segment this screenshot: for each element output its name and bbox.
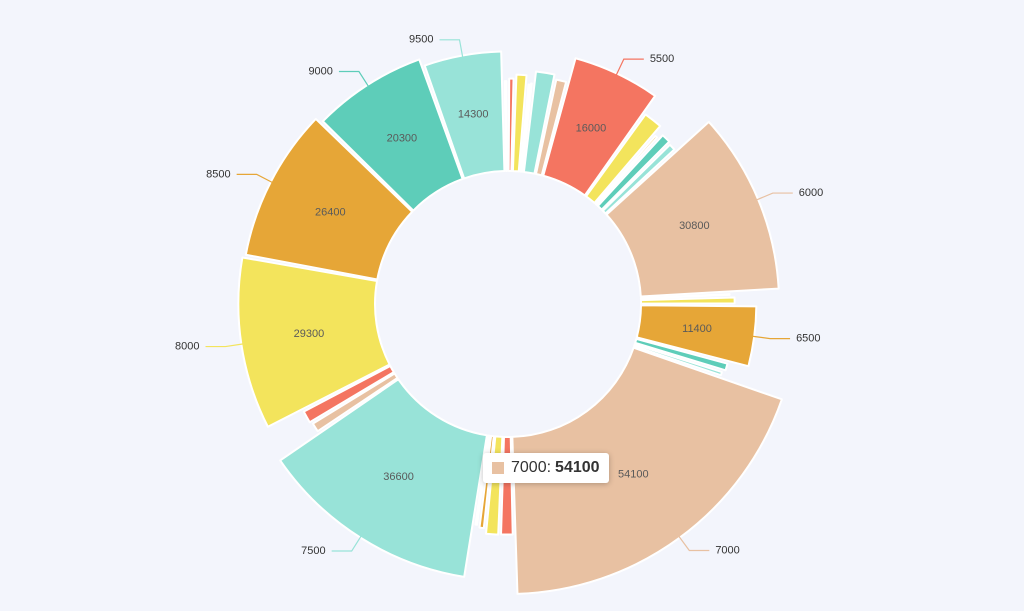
leader-label-15: 6500 bbox=[796, 333, 820, 345]
slice-24[interactable] bbox=[311, 372, 399, 433]
tooltip-swatch bbox=[492, 462, 504, 474]
leader-line-23 bbox=[331, 535, 362, 552]
slice-label-15: 11400 bbox=[682, 323, 712, 335]
leader-label-23: 7500 bbox=[301, 545, 325, 557]
slice-label-23: 36600 bbox=[383, 471, 414, 483]
slice-label-29: 14300 bbox=[458, 108, 489, 120]
slice-7[interactable] bbox=[542, 57, 657, 197]
leader-label-27: 8500 bbox=[206, 168, 230, 180]
leader-label-18: 7000 bbox=[715, 544, 739, 556]
slice-9[interactable] bbox=[594, 134, 659, 206]
leader-line-18 bbox=[678, 535, 710, 552]
slice-16[interactable] bbox=[634, 337, 729, 372]
slice-18[interactable] bbox=[511, 346, 783, 595]
slice-label-18: 54100 bbox=[618, 468, 649, 480]
slice-28[interactable] bbox=[321, 58, 464, 212]
leader-line-27 bbox=[236, 173, 273, 184]
tooltip-name: 7000 bbox=[511, 459, 547, 476]
slice-12[interactable] bbox=[605, 120, 780, 298]
slice-label-26: 29300 bbox=[294, 328, 325, 340]
slice-3[interactable] bbox=[519, 83, 531, 173]
slice-6[interactable] bbox=[534, 78, 568, 177]
slice-10[interactable] bbox=[596, 134, 671, 211]
slice-11[interactable] bbox=[601, 143, 676, 215]
slice-25[interactable] bbox=[302, 364, 395, 424]
slice-13[interactable] bbox=[639, 293, 731, 300]
leader-line-15 bbox=[752, 335, 791, 340]
slice-label-28: 20300 bbox=[387, 132, 418, 144]
slice-23[interactable] bbox=[279, 378, 488, 578]
slice-17[interactable] bbox=[633, 343, 723, 377]
leader-line-7 bbox=[615, 58, 644, 76]
slice-2[interactable] bbox=[511, 73, 528, 173]
tooltip-value: 54100 bbox=[555, 459, 600, 476]
slice-29[interactable] bbox=[423, 50, 506, 180]
slice-4[interactable] bbox=[520, 82, 533, 173]
slice-15[interactable] bbox=[635, 304, 758, 368]
leader-label-12: 6000 bbox=[799, 187, 823, 199]
slice-19[interactable] bbox=[500, 435, 514, 536]
slice-8[interactable] bbox=[585, 113, 662, 204]
leader-line-12 bbox=[755, 192, 793, 201]
leader-label-29: 9500 bbox=[409, 34, 433, 46]
slice-label-7: 16000 bbox=[576, 123, 607, 135]
slice-label-12: 30800 bbox=[679, 220, 710, 232]
leader-label-7: 5500 bbox=[650, 53, 674, 65]
tooltip-separator: : bbox=[546, 459, 552, 476]
leader-line-29 bbox=[439, 39, 464, 58]
leader-label-26: 8000 bbox=[175, 340, 199, 352]
slice-5[interactable] bbox=[522, 70, 556, 175]
slice-1[interactable] bbox=[507, 77, 515, 173]
slice-label-27: 26400 bbox=[315, 206, 346, 218]
slice-14[interactable] bbox=[639, 296, 736, 305]
leader-label-28: 9000 bbox=[308, 65, 332, 77]
slice-26[interactable] bbox=[237, 256, 391, 428]
slice-0[interactable] bbox=[503, 80, 509, 173]
leader-line-26 bbox=[205, 343, 244, 348]
leader-line-28 bbox=[338, 70, 370, 87]
tooltip: 7000 : 54100 bbox=[483, 453, 609, 483]
slice-27[interactable] bbox=[244, 117, 414, 281]
